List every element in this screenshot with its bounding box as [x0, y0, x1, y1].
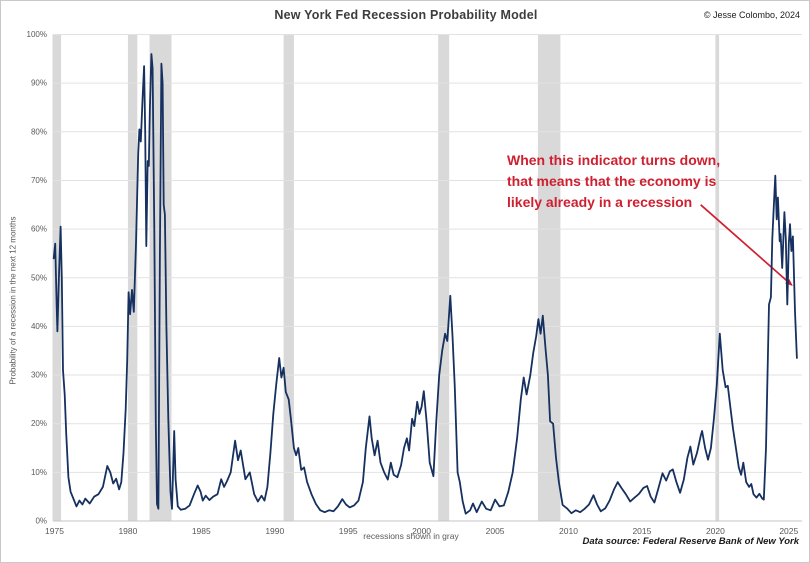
x-tick-label: 2005	[486, 526, 505, 536]
x-tick-label: 2020	[706, 526, 725, 536]
data-source-note: Data source: Federal Reserve Bank of New…	[582, 536, 799, 547]
x-tick-label: 2000	[412, 526, 431, 536]
recession-note: recessions shown in gray	[363, 531, 459, 541]
y-tick-label: 50%	[31, 273, 47, 282]
x-tick-label: 2015	[632, 526, 651, 536]
y-axis-label: Probability of a recession in the next 1…	[8, 216, 18, 385]
x-tick-label: 1980	[118, 526, 137, 536]
probability-line	[52, 53, 798, 515]
y-tick-label: 10%	[31, 468, 47, 477]
y-tick-label: 60%	[31, 225, 47, 234]
y-tick-label: 70%	[31, 176, 47, 185]
x-tick-label: 1990	[265, 526, 284, 536]
x-tick-label: 2010	[559, 526, 578, 536]
x-tick-label: 1995	[339, 526, 358, 536]
chart-title: New York Fed Recession Probability Model	[274, 8, 538, 22]
x-tick-label: 1985	[192, 526, 211, 536]
annotation-line-3: likely already in a recession	[507, 194, 693, 210]
y-tick-label: 40%	[31, 322, 47, 331]
y-tick-label: 20%	[31, 419, 47, 428]
y-tick-label: 100%	[27, 30, 47, 39]
y-tick-label: 80%	[31, 127, 47, 136]
annotation-arrow	[700, 204, 793, 286]
copyright-notice: © Jesse Colombo, 2024	[703, 10, 800, 20]
annotation-text: When this indicator turns down, that mea…	[507, 150, 720, 213]
annotation-line-2: that means that the economy is	[507, 173, 717, 189]
y-tick-label: 90%	[31, 79, 47, 88]
y-tick-label: 0%	[35, 517, 47, 526]
y-tick-label: 30%	[31, 371, 47, 380]
x-tick-label: 2025	[779, 526, 798, 536]
annotation-line-1: When this indicator turns down,	[507, 152, 721, 168]
x-tick-label: 1975	[45, 526, 64, 536]
